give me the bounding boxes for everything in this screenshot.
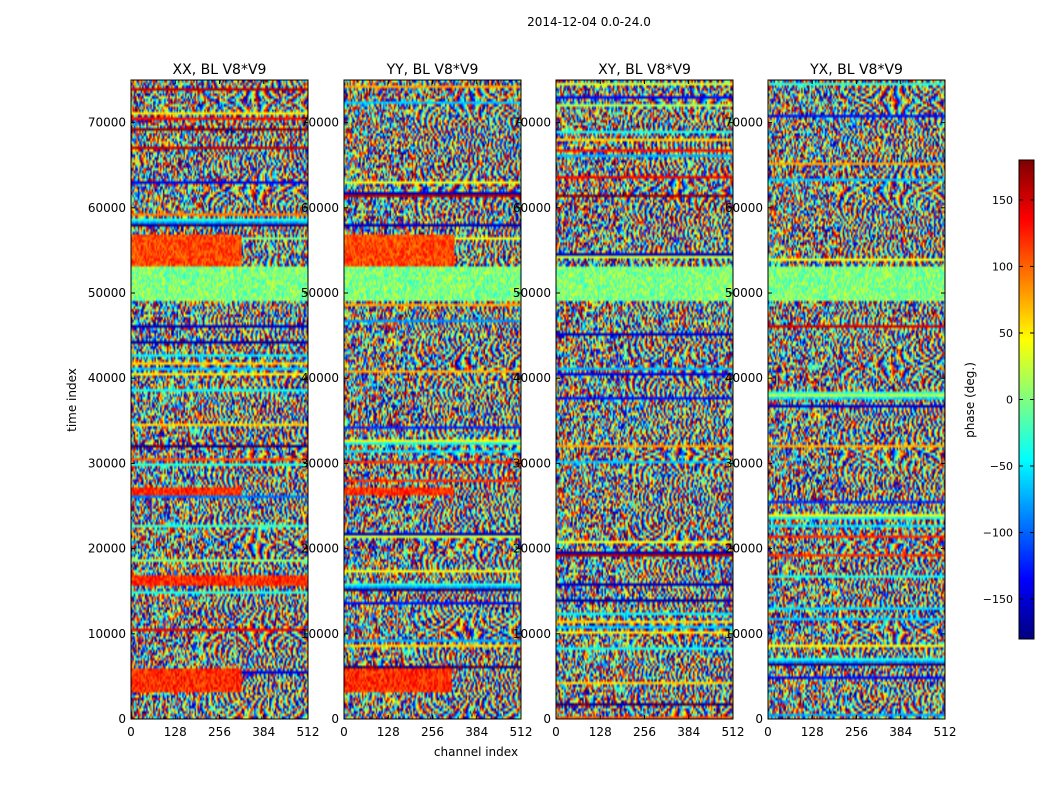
x-axis-label: channel index	[434, 745, 518, 759]
y-tick-label: 30000	[725, 456, 763, 470]
panel-0: XX, BL V8*V9 0 128 256 384 512 0 10000 20000 3000…	[88, 62, 320, 739]
y-tick-label: 20000	[513, 542, 551, 556]
colorbar-tick-label: 50	[999, 327, 1013, 340]
panel-1: YY, BL V8*V9 0 128 256 384 512 0 10000 20000 3000…	[301, 62, 533, 739]
x-tick-label: 512	[510, 725, 533, 739]
colorbar: 150 100 50 0 −50 −100 −150 phase (deg.)	[963, 159, 1035, 640]
panel-title: XX, BL V8*V9	[173, 62, 267, 78]
heatmap-image	[131, 80, 308, 719]
colorbar-tick-label: −50	[990, 460, 1013, 473]
y-tick-label: 70000	[725, 116, 763, 130]
y-tick-label: 30000	[513, 456, 551, 470]
x-tick-label: 384	[252, 725, 275, 739]
panel-title: YY, BL V8*V9	[386, 62, 479, 78]
y-tick-label: 40000	[88, 371, 126, 385]
y-tick-label: 70000	[88, 116, 126, 130]
x-tick-label: 512	[934, 725, 957, 739]
y-tick-label: 40000	[513, 371, 551, 385]
y-tick-label: 20000	[725, 542, 763, 556]
y-tick-label: 50000	[513, 286, 551, 300]
colorbar-tick-label: 150	[992, 194, 1013, 207]
x-tick-label: 256	[208, 725, 231, 739]
x-tick-label: 0	[764, 725, 772, 739]
y-tick-label: 20000	[301, 542, 339, 556]
heatmap-image	[768, 80, 945, 719]
y-tick-label: 30000	[301, 456, 339, 470]
y-tick-label: 60000	[301, 201, 339, 215]
y-tick-label: 10000	[88, 627, 126, 641]
x-tick-label: 384	[677, 725, 700, 739]
y-tick-label: 40000	[725, 371, 763, 385]
colorbar-tick-label: 100	[992, 260, 1013, 273]
y-tick-label: 60000	[88, 201, 126, 215]
x-tick-label: 128	[377, 725, 400, 739]
x-tick-label: 384	[465, 725, 488, 739]
y-tick-label: 20000	[88, 542, 126, 556]
y-tick-label: 50000	[88, 286, 126, 300]
y-tick-label: 10000	[301, 627, 339, 641]
colorbar-tick-label: −150	[983, 593, 1013, 606]
x-tick-label: 512	[722, 725, 745, 739]
x-tick-label: 384	[889, 725, 912, 739]
x-tick-label: 0	[552, 725, 560, 739]
panel-title: YX, BL V8*V9	[809, 62, 903, 78]
panel-3: YX, BL V8*V9 0 128 256 384 512 0 10000 20000 3000…	[725, 62, 957, 739]
y-tick-label: 10000	[725, 627, 763, 641]
y-tick-label: 50000	[725, 286, 763, 300]
y-tick-label: 50000	[301, 286, 339, 300]
y-tick-label: 10000	[513, 627, 551, 641]
colorbar-tick-label: −100	[983, 527, 1013, 540]
x-tick-label: 512	[297, 725, 320, 739]
panel-2: XY, BL V8*V9 0 128 256 384 512 0 10000 20000 3000…	[513, 62, 745, 739]
panels: XX, BL V8*V9 0 128 256 384 512 0 10000 20000 3000…	[88, 62, 957, 739]
x-tick-label: 128	[589, 725, 612, 739]
y-tick-label: 60000	[513, 201, 551, 215]
y-tick-label: 70000	[301, 116, 339, 130]
colorbar-label: phase (deg.)	[963, 362, 977, 438]
y-tick-label: 60000	[725, 201, 763, 215]
x-tick-label: 256	[633, 725, 656, 739]
x-tick-label: 128	[164, 725, 187, 739]
y-tick-label: 0	[755, 712, 763, 726]
panel-title: XY, BL V8*V9	[598, 62, 691, 78]
colorbar-tick-label: 0	[1006, 394, 1013, 407]
y-tick-label: 0	[118, 712, 126, 726]
x-tick-label: 256	[421, 725, 444, 739]
y-tick-label: 70000	[513, 116, 551, 130]
x-tick-label: 128	[801, 725, 824, 739]
x-tick-label: 0	[340, 725, 348, 739]
y-axis-label: time index	[65, 368, 79, 432]
heatmap-image	[344, 80, 521, 719]
heatmap-image	[556, 80, 733, 719]
x-tick-label: 256	[845, 725, 868, 739]
y-tick-label: 0	[543, 712, 551, 726]
figure-title: 2014-12-04 0.0-24.0	[527, 15, 651, 29]
y-tick-label: 40000	[301, 371, 339, 385]
x-tick-label: 0	[127, 725, 135, 739]
y-tick-label: 0	[331, 712, 339, 726]
y-tick-label: 30000	[88, 456, 126, 470]
